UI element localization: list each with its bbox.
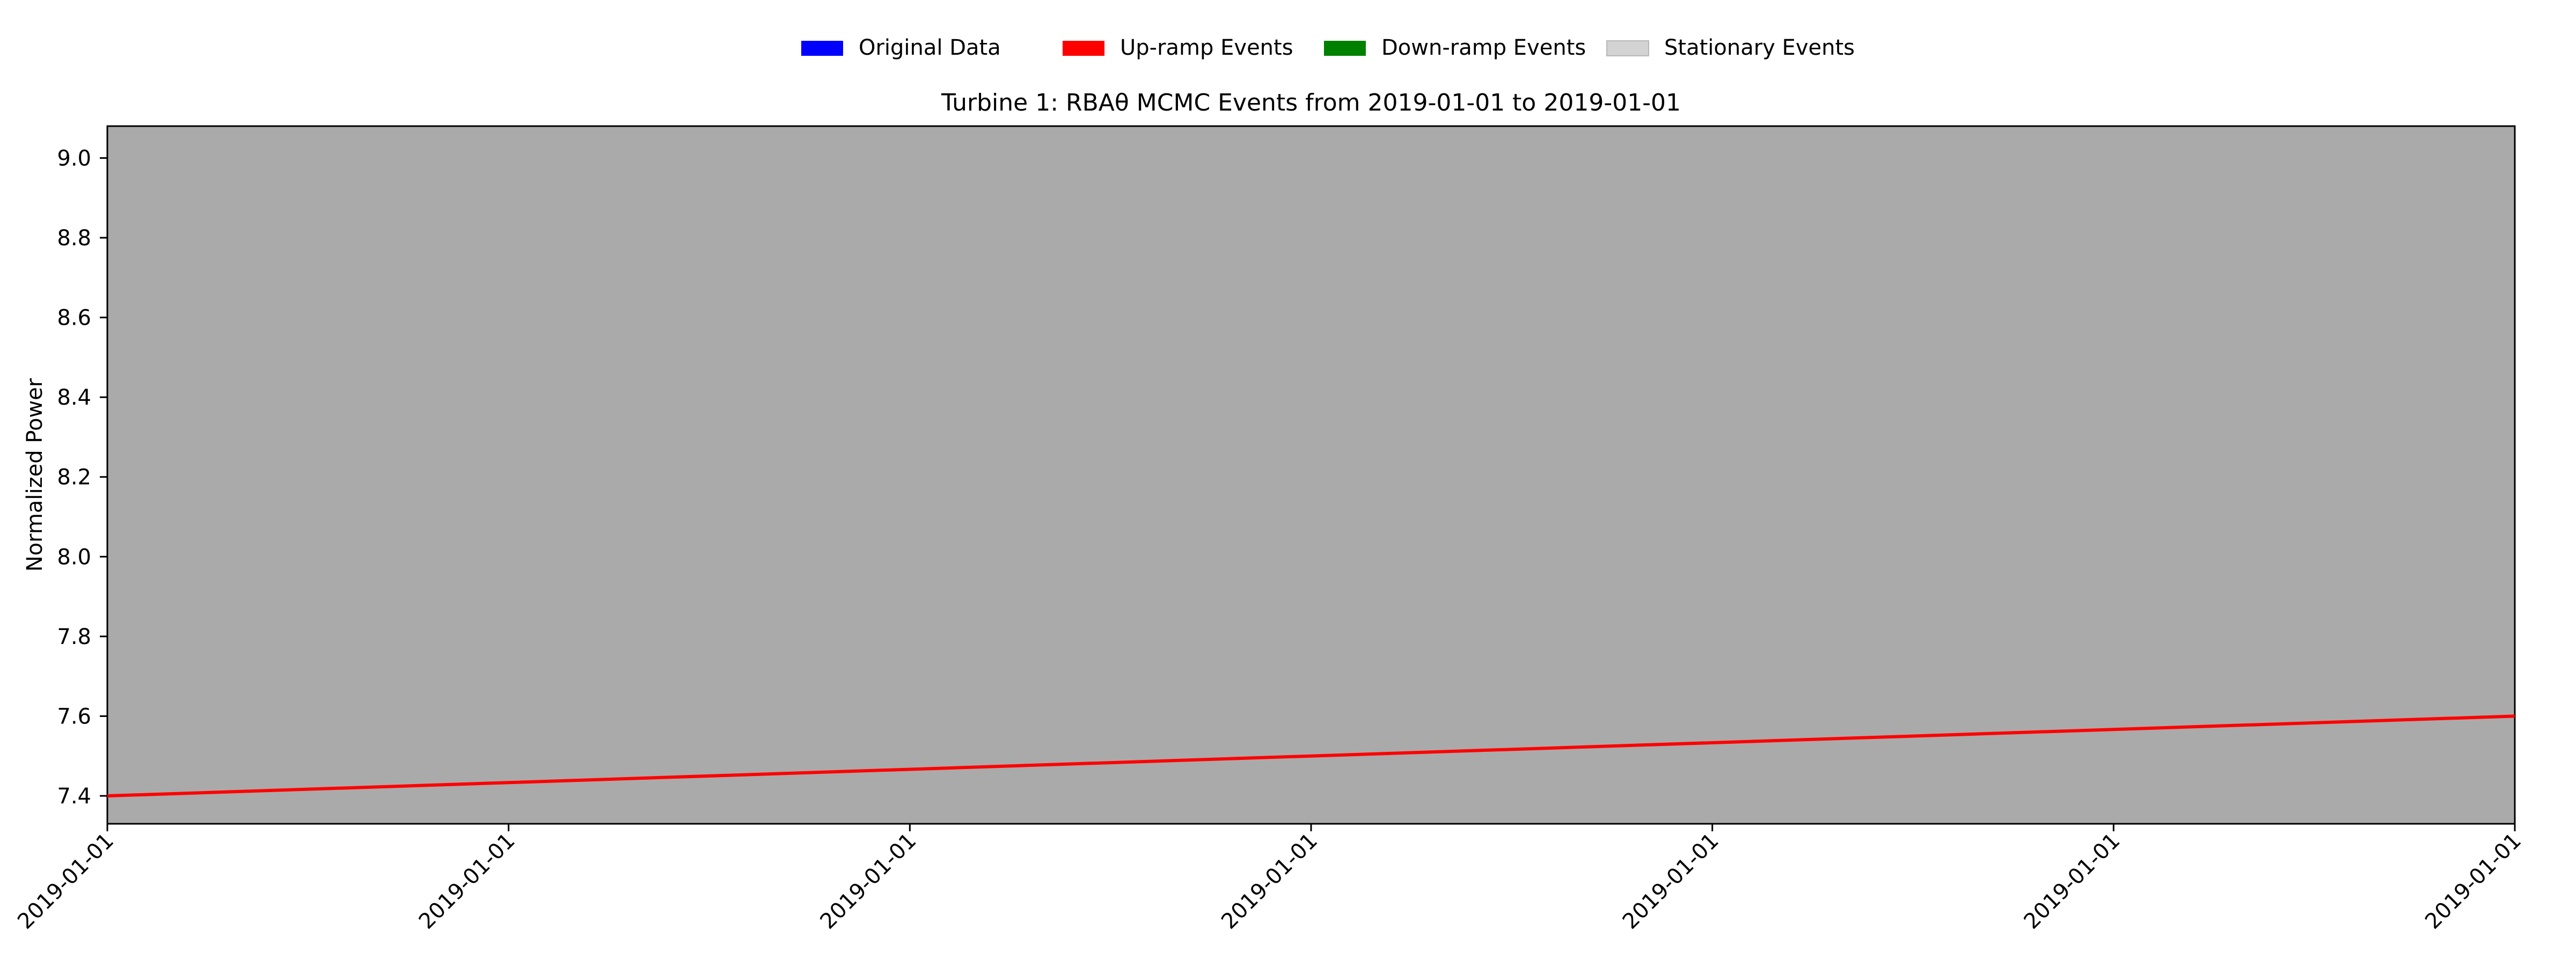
legend-label-2: Up-ramp Events bbox=[1120, 35, 1293, 60]
legend: Original Data Up-ramp Events Down-ramp Eve… bbox=[801, 35, 1855, 60]
x-tick-label: 2019-01-01 bbox=[13, 829, 119, 934]
legend-swatch-3 bbox=[1324, 41, 1366, 56]
x-tick-label: 2019-01-01 bbox=[414, 829, 520, 934]
series-layer bbox=[107, 714, 2515, 797]
y-tick-label: 8.8 bbox=[57, 226, 91, 251]
y-tick-label: 7.8 bbox=[57, 625, 91, 649]
x-tick-label: 2019-01-01 bbox=[1217, 829, 1322, 934]
chart-title: Turbine 1: RBAθ MCMC Events from 2019-01… bbox=[941, 89, 1681, 116]
legend-swatch-4 bbox=[1606, 40, 1649, 56]
legend-label-3: Down-ramp Events bbox=[1381, 35, 1586, 60]
x-tick-label: 2019-01-01 bbox=[1618, 829, 1724, 934]
legend-swatch-2 bbox=[1063, 41, 1104, 56]
y-axis-label: Normalized Power bbox=[23, 378, 47, 572]
x-tick-label: 2019-01-01 bbox=[2019, 829, 2125, 934]
y-tick-label: 8.6 bbox=[57, 306, 91, 331]
legend-label-4: Stationary Events bbox=[1664, 35, 1855, 60]
x-axis: 2019-01-01 2019-01-01 2019-01-01 2019-01-01… bbox=[13, 824, 2526, 934]
series-line-1 bbox=[107, 714, 2515, 797]
y-tick-label: 9.0 bbox=[57, 146, 91, 171]
y-axis: 7.4 7.6 7.8 8.0 8.2 8.4 8.6 8.8 9.0 bbox=[57, 146, 107, 809]
legend-swatch-1 bbox=[801, 41, 843, 56]
y-tick-label: 8.2 bbox=[57, 465, 91, 490]
x-tick-label: 2019-01-01 bbox=[815, 829, 921, 934]
y-tick-label: 8.4 bbox=[57, 385, 91, 410]
legend-label-1: Original Data bbox=[859, 35, 1001, 60]
plot-area bbox=[106, 125, 2516, 825]
x-tick-label: 2019-01-01 bbox=[2420, 829, 2526, 934]
y-tick-label: 7.6 bbox=[57, 704, 91, 729]
y-tick-label: 7.4 bbox=[57, 784, 91, 809]
y-tick-label: 8.0 bbox=[57, 545, 91, 569]
